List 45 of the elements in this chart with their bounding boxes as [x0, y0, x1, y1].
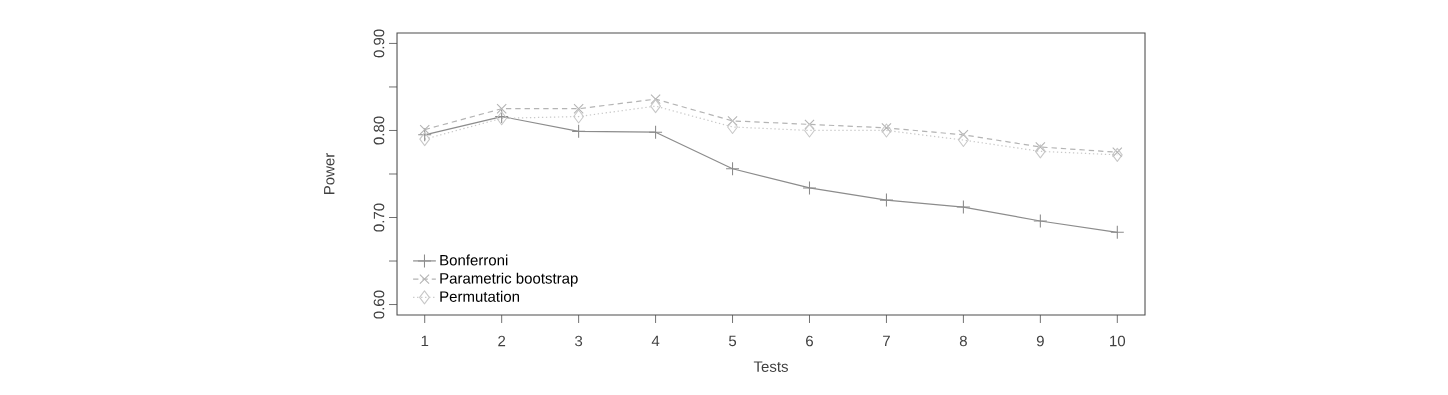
- point: [496, 103, 507, 114]
- point: [1111, 147, 1123, 162]
- x-tick-label: 5: [728, 335, 737, 347]
- legend-label: Permutation: [440, 290, 520, 302]
- x-tick-label: 7: [883, 335, 890, 347]
- point: [573, 103, 584, 114]
- point: [881, 122, 892, 133]
- x-tick-label: 10: [1110, 335, 1126, 347]
- y-tick-label: 0.80: [373, 116, 385, 145]
- x-tick-label: 1: [421, 335, 429, 347]
- point: [725, 161, 740, 176]
- point: [1033, 213, 1048, 229]
- point: [1112, 147, 1123, 158]
- x-tick-label: 4: [651, 335, 660, 347]
- x-tick-label: 6: [806, 335, 813, 347]
- point: [881, 123, 892, 138]
- point: [958, 129, 969, 140]
- point: [804, 119, 815, 130]
- x-axis-title: Tests: [753, 361, 788, 372]
- point: [727, 115, 738, 127]
- x-tick-label: 8: [959, 335, 967, 347]
- legend-label: Bonferroni: [440, 254, 508, 266]
- point: [650, 99, 661, 114]
- point: [419, 132, 431, 147]
- point: [1034, 144, 1046, 159]
- point: [956, 200, 971, 215]
- x-tick-label: 9: [1036, 335, 1044, 347]
- point: [1035, 141, 1046, 153]
- point: [648, 125, 663, 140]
- y-tick-label: 0.60: [373, 290, 385, 319]
- point: [573, 109, 585, 124]
- point: [804, 123, 815, 138]
- point: [879, 193, 894, 208]
- y-tick-label: 0.90: [373, 29, 385, 58]
- x-tick-label: 2: [498, 335, 506, 347]
- x-tick-label: 3: [575, 335, 583, 347]
- point: [571, 124, 586, 139]
- point: [419, 124, 430, 135]
- point: [650, 94, 661, 105]
- point: [802, 180, 817, 195]
- y-tick-label: 0.70: [373, 203, 385, 232]
- legend-label: Parametric bootstrap: [440, 272, 578, 287]
- y-axis-title: Power: [324, 152, 335, 195]
- point: [1110, 225, 1125, 240]
- point: [957, 133, 969, 148]
